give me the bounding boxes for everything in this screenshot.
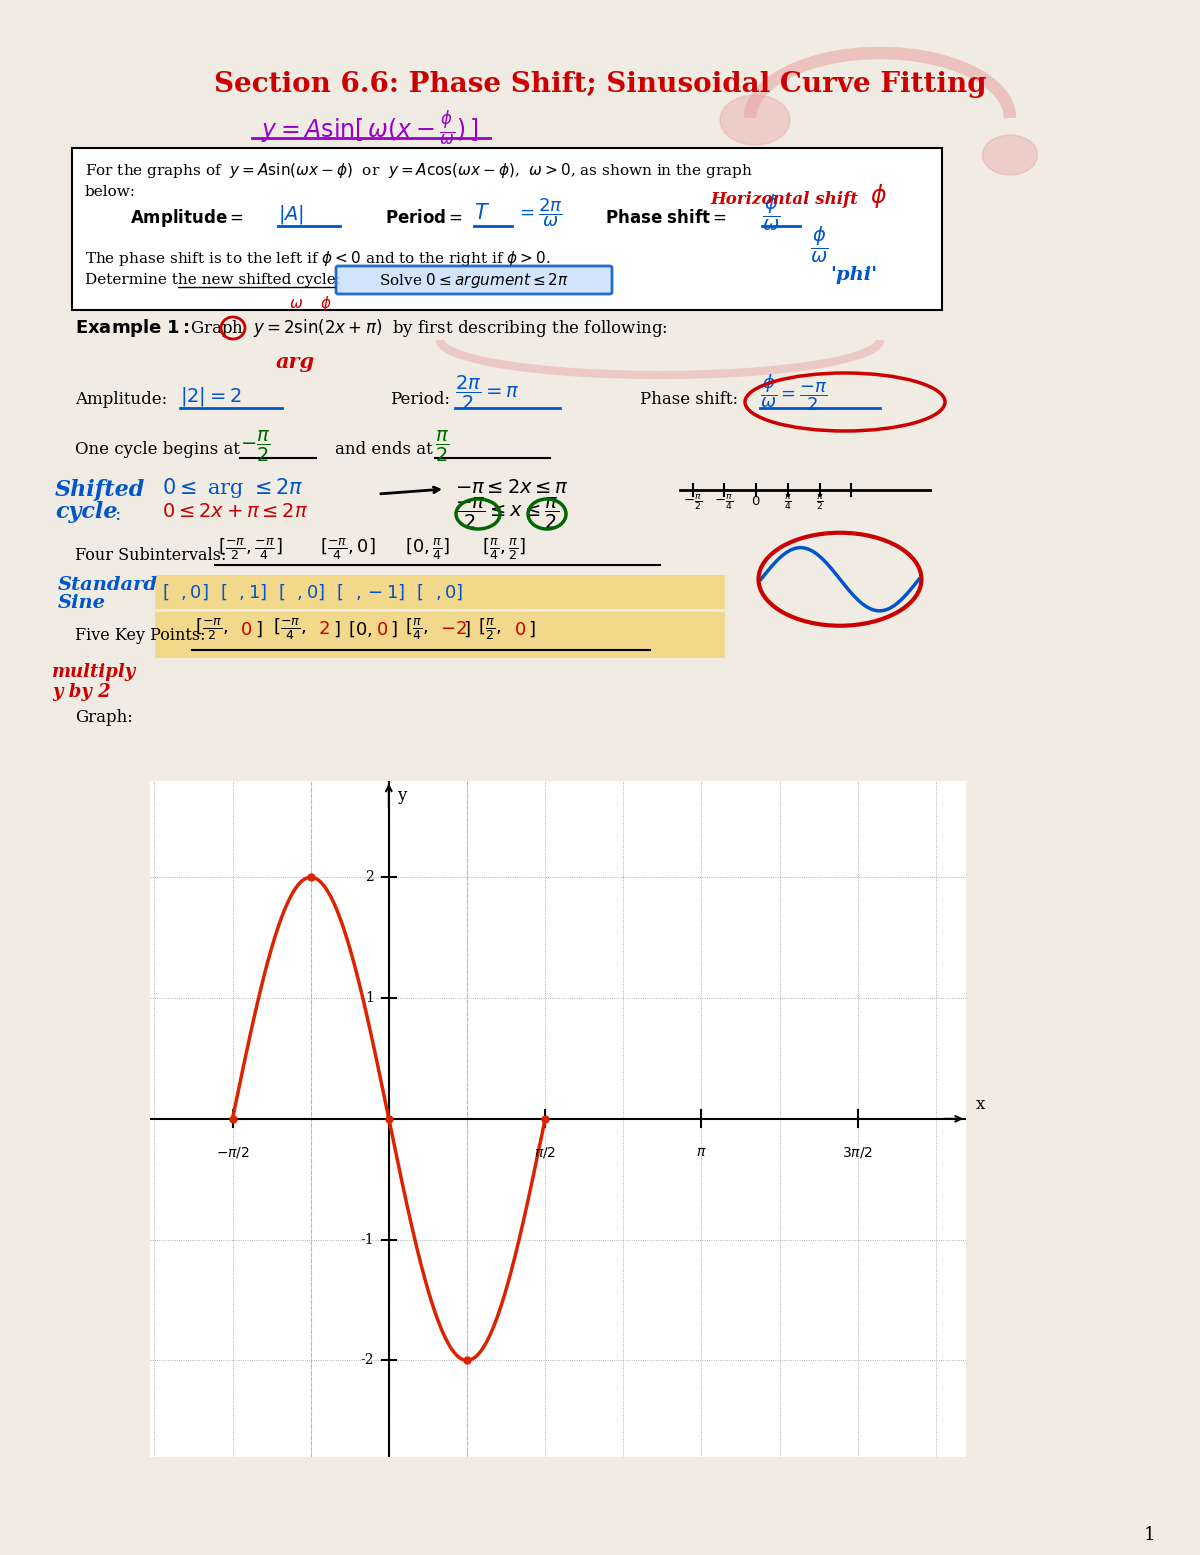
Text: For the graphs of  $y = A\sin(\omega x - \phi)$  or  $y = A\cos(\omega x - \phi): For the graphs of $y = A\sin(\omega x - … <box>85 160 752 179</box>
Text: $= \dfrac{2\pi}{\omega}$: $= \dfrac{2\pi}{\omega}$ <box>516 196 563 229</box>
Text: $2$: $2$ <box>318 620 330 638</box>
Text: One cycle begins at: One cycle begins at <box>74 442 240 459</box>
Text: $[0,$: $[0,$ <box>348 619 372 639</box>
Text: $]$: $]$ <box>334 619 341 639</box>
Text: $\dfrac{\phi}{\omega} = \dfrac{-\pi}{2}$: $\dfrac{\phi}{\omega} = \dfrac{-\pi}{2}$ <box>760 373 828 414</box>
Text: $|2| = 2$: $|2| = 2$ <box>180 386 242 409</box>
Text: $3\pi/2$: $3\pi/2$ <box>842 1146 874 1160</box>
Text: -2: -2 <box>360 1353 374 1367</box>
Text: $[\ \ ,0]\ \ [\ \ ,1]\ \ [\ \ ,0]\ \ [\ \ ,-1]\ \ [\ \ ,0]$: $[\ \ ,0]\ \ [\ \ ,1]\ \ [\ \ ,0]\ \ [\ … <box>162 582 463 602</box>
Text: $[\frac{\pi}{4}, \frac{\pi}{2}]$: $[\frac{\pi}{4}, \frac{\pi}{2}]$ <box>482 536 527 561</box>
Text: $T$: $T$ <box>474 204 490 222</box>
Text: $0$: $0$ <box>751 494 761 508</box>
Text: cycle: cycle <box>55 501 118 522</box>
Text: $\pi/2$: $\pi/2$ <box>534 1146 556 1160</box>
Text: Graph  $y = 2\sin(2x + \pi)$  by first describing the following:: Graph $y = 2\sin(2x + \pi)$ by first des… <box>190 317 667 339</box>
Text: below:: below: <box>85 185 136 199</box>
Text: $]$: $]$ <box>528 619 535 639</box>
Text: $0 \leq$ arg $\leq 2\pi$: $0 \leq$ arg $\leq 2\pi$ <box>162 476 304 501</box>
Text: and ends at: and ends at <box>335 442 433 459</box>
Text: $]$: $]$ <box>256 619 263 639</box>
Text: Determine the new shifted cycle:: Determine the new shifted cycle: <box>85 274 341 288</box>
Text: 1: 1 <box>365 991 374 1005</box>
Text: $\pi$: $\pi$ <box>696 1146 707 1160</box>
Text: $-\pi \leq 2x \leq \pi$: $-\pi \leq 2x \leq \pi$ <box>455 479 569 498</box>
Text: Horizontal shift: Horizontal shift <box>710 191 858 208</box>
Text: $0$: $0$ <box>376 620 388 639</box>
Text: $-\pi/2$: $-\pi/2$ <box>216 1146 250 1160</box>
Text: 'phi': 'phi' <box>830 266 877 285</box>
Text: $\omega$: $\omega$ <box>289 297 304 311</box>
Ellipse shape <box>720 95 790 145</box>
Text: $-\frac{\pi}{4}$: $-\frac{\pi}{4}$ <box>714 493 733 512</box>
Text: $[\frac{-\pi}{4},$: $[\frac{-\pi}{4},$ <box>274 616 306 642</box>
Text: 2: 2 <box>365 871 374 885</box>
Text: Period:: Period: <box>390 392 450 409</box>
Text: $\frac{\pi}{2}$: $\frac{\pi}{2}$ <box>816 493 824 512</box>
Text: multiply: multiply <box>52 662 137 681</box>
Text: $\dfrac{\pi}{2}$: $\dfrac{\pi}{2}$ <box>436 429 450 463</box>
Text: Section 6.6: Phase Shift; Sinusoidal Curve Fitting: Section 6.6: Phase Shift; Sinusoidal Cur… <box>214 72 986 98</box>
Text: $0 \leq 2x + \pi \leq 2\pi$: $0 \leq 2x + \pi \leq 2\pi$ <box>162 502 308 521</box>
Text: $]$: $]$ <box>390 619 397 639</box>
Text: $[\frac{-\pi}{2},$: $[\frac{-\pi}{2},$ <box>194 616 228 642</box>
Text: Sine: Sine <box>58 594 106 613</box>
Text: $\mathbf{Phase\ shift} =$: $\mathbf{Phase\ shift} =$ <box>605 208 727 227</box>
Text: Solve $0 \leq \mathit{argument} \leq 2\pi$: Solve $0 \leq \mathit{argument} \leq 2\p… <box>379 272 569 291</box>
Text: $[\frac{\pi}{2},$: $[\frac{\pi}{2},$ <box>478 616 502 642</box>
Text: $[0, \frac{\pi}{4}]$: $[0, \frac{\pi}{4}]$ <box>406 536 450 561</box>
Bar <box>155 613 725 658</box>
Text: 1: 1 <box>1145 1525 1156 1544</box>
Text: $]$: $]$ <box>463 619 470 639</box>
Text: Four Subintervals:: Four Subintervals: <box>74 546 227 563</box>
Text: Five Key Points:: Five Key Points: <box>74 628 205 644</box>
Text: $y = A\sin\![\,\omega(x - \frac{\phi}{\omega})\,]$: $y = A\sin\![\,\omega(x - \frac{\phi}{\o… <box>262 109 479 148</box>
Bar <box>155 575 725 610</box>
Text: $-\dfrac{\pi}{2}$: $-\dfrac{\pi}{2}$ <box>240 429 271 463</box>
Text: The phase shift is to the left if $\phi < 0$ and to the right if $\phi > 0$.: The phase shift is to the left if $\phi … <box>85 249 551 267</box>
Text: y by 2: y by 2 <box>52 683 110 701</box>
Text: $\dfrac{\phi}{\omega}$: $\dfrac{\phi}{\omega}$ <box>762 193 780 233</box>
Text: $0$: $0$ <box>240 620 252 639</box>
Text: arg: arg <box>276 351 314 372</box>
Text: $\dfrac{2\pi}{2} = \pi$: $\dfrac{2\pi}{2} = \pi$ <box>455 373 520 412</box>
Text: $\dfrac{\phi}{\omega}$: $\dfrac{\phi}{\omega}$ <box>810 225 828 264</box>
Text: $\phi$: $\phi$ <box>320 294 331 313</box>
Text: -1: -1 <box>360 1233 374 1247</box>
Text: $0$: $0$ <box>514 620 526 639</box>
Text: $\mathbf{Period} =$: $\mathbf{Period} =$ <box>385 208 463 227</box>
Text: Shifted: Shifted <box>55 479 145 501</box>
Text: Graph:: Graph: <box>74 709 133 726</box>
Text: $\mathbf{Amplitude} =$: $\mathbf{Amplitude} =$ <box>130 207 244 229</box>
Text: :: : <box>115 505 121 524</box>
Text: $-2$: $-2$ <box>440 620 467 638</box>
FancyBboxPatch shape <box>336 266 612 294</box>
Text: Amplitude:: Amplitude: <box>74 392 167 409</box>
Text: $\dfrac{-\pi}{2} \leq x \leq \dfrac{\pi}{2}$: $\dfrac{-\pi}{2} \leq x \leq \dfrac{\pi}… <box>455 496 559 530</box>
Text: $-\frac{\pi}{2}$: $-\frac{\pi}{2}$ <box>684 493 702 512</box>
Text: x: x <box>976 1096 985 1113</box>
Text: Phase shift:: Phase shift: <box>640 392 738 409</box>
Ellipse shape <box>983 135 1038 176</box>
Text: $\frac{\pi}{4}$: $\frac{\pi}{4}$ <box>784 493 792 512</box>
Text: Standard: Standard <box>58 575 158 594</box>
Text: $\mathbf{Example\ 1:}$: $\mathbf{Example\ 1:}$ <box>74 317 190 339</box>
Text: $\phi$: $\phi$ <box>870 182 887 210</box>
Text: $[\frac{-\pi}{4}, 0]$: $[\frac{-\pi}{4}, 0]$ <box>320 536 376 561</box>
Bar <box>72 148 942 309</box>
Text: y: y <box>397 787 406 804</box>
Text: $[\frac{\pi}{4},$: $[\frac{\pi}{4},$ <box>406 616 428 642</box>
Text: $|A|$: $|A|$ <box>278 204 304 227</box>
Text: $[\frac{-\pi}{2}, \frac{-\pi}{4}]$: $[\frac{-\pi}{2}, \frac{-\pi}{4}]$ <box>218 536 282 561</box>
